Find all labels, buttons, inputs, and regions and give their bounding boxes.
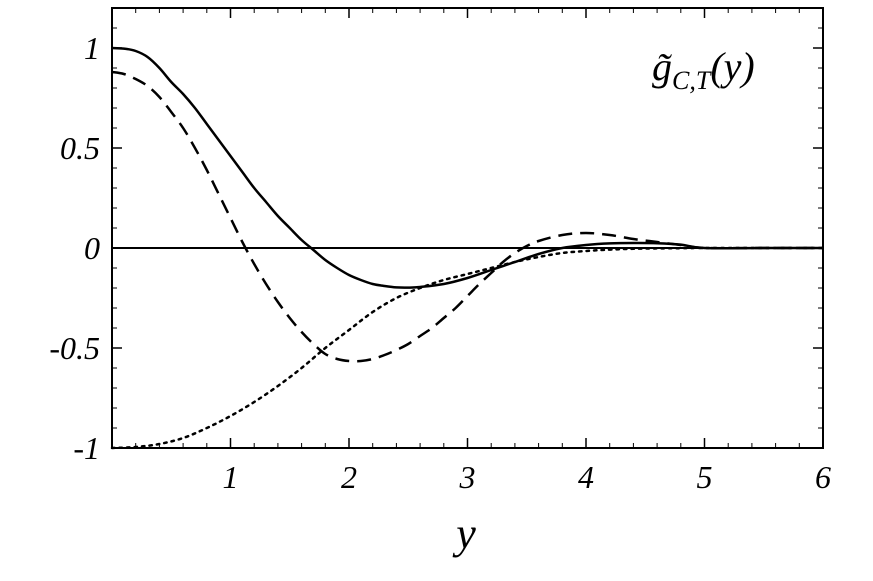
y-tick-label: 0.5	[60, 130, 100, 166]
x-tick-label: 2	[341, 459, 357, 495]
chart-title: g̃C,T(y)	[652, 44, 755, 95]
series-line-solid	[111, 46, 823, 289]
x-tick-label: 6	[815, 459, 831, 495]
x-tick-label: 3	[459, 459, 476, 495]
chart-title-argument: (y)	[710, 44, 754, 89]
chart-title-main: g̃	[652, 44, 672, 89]
x-tick-label: 5	[697, 459, 713, 495]
x-tick-label: 4	[578, 459, 594, 495]
y-tick-label: -0.5	[49, 330, 100, 366]
y-tick-label: -1	[73, 430, 100, 466]
series-line-dashed	[111, 70, 823, 363]
x-tick-label: 1	[223, 459, 239, 495]
y-tick-label: 0	[84, 230, 100, 266]
y-tick-label: 1	[84, 30, 100, 66]
chart-title-subscript: C,T	[672, 66, 712, 95]
tick-layer: 1 2 3 4 5 6 1 0.5 0 -0.5 -1	[49, 8, 831, 495]
x-axis-title: y	[452, 509, 476, 558]
